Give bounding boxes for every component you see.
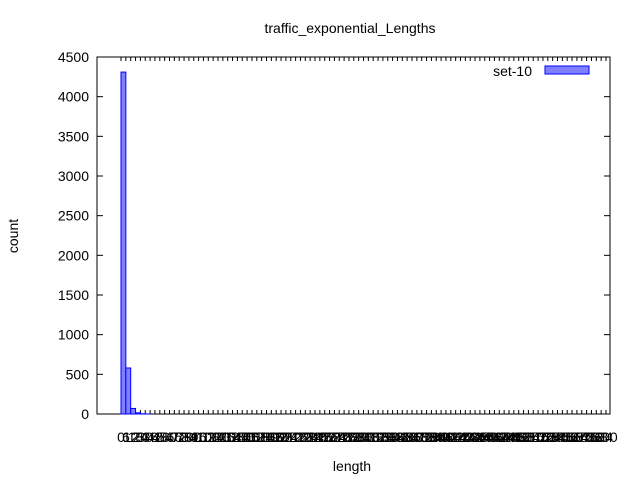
legend-label: set-10 bbox=[493, 63, 532, 79]
legend-swatch bbox=[545, 66, 589, 74]
y-tick-label: 4500 bbox=[58, 49, 89, 65]
y-tick-label: 2500 bbox=[58, 208, 89, 224]
x-tick-label: 600 bbox=[594, 429, 618, 445]
y-tick-label: 3000 bbox=[58, 168, 89, 184]
y-tick-label: 3500 bbox=[58, 128, 89, 144]
y-tick-label: 0 bbox=[81, 406, 89, 422]
legend: set-10 bbox=[493, 63, 589, 79]
y-tick-label: 500 bbox=[66, 366, 90, 382]
bar bbox=[131, 408, 136, 414]
y-tick-label: 1000 bbox=[58, 327, 89, 343]
bar bbox=[121, 72, 126, 414]
bar bbox=[136, 413, 141, 414]
x-axis-label: length bbox=[333, 458, 371, 474]
y-axis-label: count bbox=[5, 219, 21, 253]
plot-area: 0500100015002000250030003500400045000612… bbox=[58, 49, 618, 445]
plot-frame bbox=[97, 57, 610, 414]
y-tick-label: 1500 bbox=[58, 287, 89, 303]
chart-title: traffic_exponential_Lengths bbox=[265, 20, 436, 36]
y-tick-label: 2000 bbox=[58, 247, 89, 263]
y-tick-label: 4000 bbox=[58, 89, 89, 105]
bar bbox=[126, 368, 131, 414]
